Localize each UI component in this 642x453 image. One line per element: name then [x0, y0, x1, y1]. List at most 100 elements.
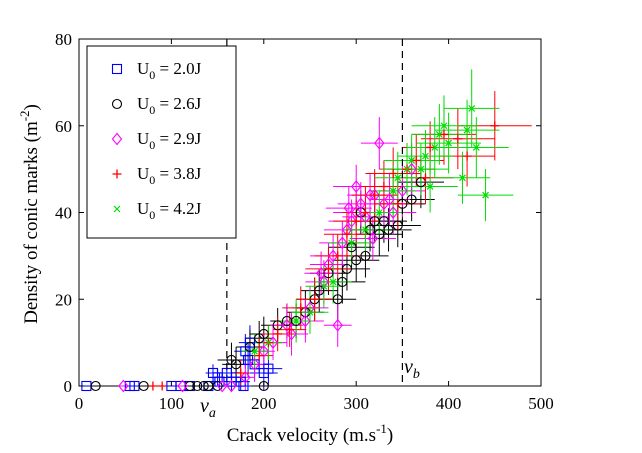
x-axis-title: Crack velocity (m.s-1) [227, 421, 394, 446]
series-3-point-22-marker [364, 188, 376, 202]
legend-entry-3: U0 = 2.9J [137, 129, 202, 152]
y-axis-title-close: ) [21, 104, 42, 110]
y-tick-label-2: 40 [55, 204, 72, 223]
series-4-point-8-marker [296, 303, 306, 313]
series-4-point-21-marker [439, 129, 449, 139]
series-2-point-2-marker [138, 380, 149, 392]
series-4-point-22-marker [453, 134, 463, 144]
series-2-point-9-marker [244, 341, 255, 353]
legend-entry-2-sub: 0 [149, 103, 155, 117]
annotation-va: va [200, 395, 216, 421]
series-3-point-12-marker [318, 275, 330, 289]
legend-entry-3-rest: = 2.9J [155, 129, 201, 148]
series-3-point-24-marker [374, 136, 385, 150]
series-3-point-34-marker [315, 266, 327, 280]
x-axis-title-close: ) [387, 425, 393, 446]
series-2-point-31-marker [406, 194, 417, 205]
series-2-point-28-marker [383, 224, 394, 235]
series-3-point-3-marker [217, 379, 228, 393]
series-2-point-27-marker [378, 216, 389, 227]
series-1-point-10-marker [214, 376, 225, 387]
x-tick-label-0: 0 [75, 394, 84, 413]
series-5-point-15-marker [422, 152, 429, 160]
series-2-point-26-marker [374, 229, 385, 240]
legend-marker-1 [111, 63, 123, 75]
legend-entry-4: U0 = 3.8J [137, 164, 202, 187]
series-5-point-3-marker [292, 317, 300, 325]
legend-entry-2-main: U [137, 94, 149, 113]
annotation-va-main: v [200, 395, 209, 417]
series-5-point-22-marker [482, 191, 489, 199]
legend-entry-2-rest: = 2.6J [155, 94, 201, 113]
y-tick-label-4: 80 [55, 30, 72, 49]
x-tick-label-5: 500 [528, 394, 554, 413]
series-5-point-21-marker [468, 104, 476, 112]
axis-ticks-layer: 0 100 200 300 400 500 0 20 40 60 80 [55, 30, 554, 413]
series-2-point-19-marker [332, 294, 343, 305]
series-1-point-21-marker [243, 354, 254, 366]
series-2-point-29-marker [392, 220, 403, 231]
legend-box [86, 45, 237, 239]
legend-entry-1-main: U [137, 59, 149, 78]
legend-entry-5: U0 = 4.2J [137, 199, 202, 222]
legend-entry-5-rest: = 4.2J [155, 199, 201, 218]
series-3-point-29-marker [286, 327, 297, 341]
series-2-point-8-marker [226, 354, 237, 366]
legend-entry-1: U0 = 2.0J [137, 59, 202, 82]
series-3-point-27-marker [397, 184, 408, 198]
y-axis-title-main: Density of conic marks (m [21, 121, 42, 324]
x-axis-title-sup: -1 [376, 421, 387, 436]
legend-entry-5-main: U [137, 199, 149, 218]
series-3-point-33-marker [343, 201, 355, 215]
series-4-point-17-marker [388, 168, 398, 178]
series-3-point-4-marker [226, 379, 237, 393]
series-3-point-14-marker [332, 318, 343, 332]
y-tick-label-0: 0 [64, 377, 73, 396]
legend-entry-3-sub: 0 [149, 138, 155, 152]
series-1-point-19-marker [263, 363, 274, 374]
series-5-point-8-marker [362, 226, 369, 234]
series-3-point-5-marker [240, 370, 251, 384]
legend: U0 = 2.0J U0 = 2.6J U0 = 2.9J U0 = 3.8J … [86, 45, 237, 239]
series-3-point-11-marker [304, 301, 316, 315]
annotation-vb-sub: b [413, 367, 420, 382]
series-4-point-10-marker [323, 264, 333, 274]
series-1-point-20-marker [238, 380, 249, 392]
series-4-point-20-marker [425, 142, 435, 152]
series-4-point-24-marker [421, 173, 430, 183]
series-5-point-14-marker [417, 165, 425, 173]
series-4-point-13-marker [351, 216, 361, 226]
series-5-point-4-marker [306, 308, 314, 316]
y-axis-title-sup: -2 [17, 110, 32, 121]
legend-entry-4-sub: 0 [149, 173, 155, 187]
legend-entry-1-sub: 0 [149, 68, 155, 82]
series-4-point-15-marker [370, 190, 380, 200]
x-tick-label-3: 300 [343, 394, 369, 413]
x-axis-title-main: Crack velocity (m.s [227, 425, 376, 446]
legend-entry-4-rest: = 3.8J [155, 164, 201, 183]
series-4-point-19-marker [411, 155, 421, 165]
series-2-point-36-marker [184, 380, 195, 392]
series-2-point-23-marker [360, 250, 371, 261]
series-3-point-13-marker [327, 249, 339, 263]
y-tick-label-1: 20 [55, 290, 72, 309]
series-2-point-6-marker [212, 380, 223, 392]
annotation-vb: vb [404, 356, 420, 382]
series-5-point-5-marker [320, 282, 328, 290]
series-2-point-17-marker [314, 285, 325, 296]
series-5-point-24-marker [426, 183, 434, 190]
markers-layer [81, 104, 500, 393]
legend-marker-5 [113, 205, 121, 213]
series-4-point-11-marker [333, 251, 343, 261]
series-5-point-10-marker [389, 187, 397, 195]
series-2-point-1-marker [90, 380, 101, 392]
annotation-va-sub: a [209, 406, 216, 421]
series-5-point-12-marker [403, 165, 411, 173]
series-3-point-21-marker [360, 210, 371, 224]
series-3-point-1-marker [118, 379, 129, 393]
series-4-point-9-marker [310, 294, 320, 304]
series-4-point-16-marker [379, 181, 389, 191]
x-tick-label-4: 400 [436, 394, 462, 413]
series-3-point-23-marker [369, 188, 380, 202]
